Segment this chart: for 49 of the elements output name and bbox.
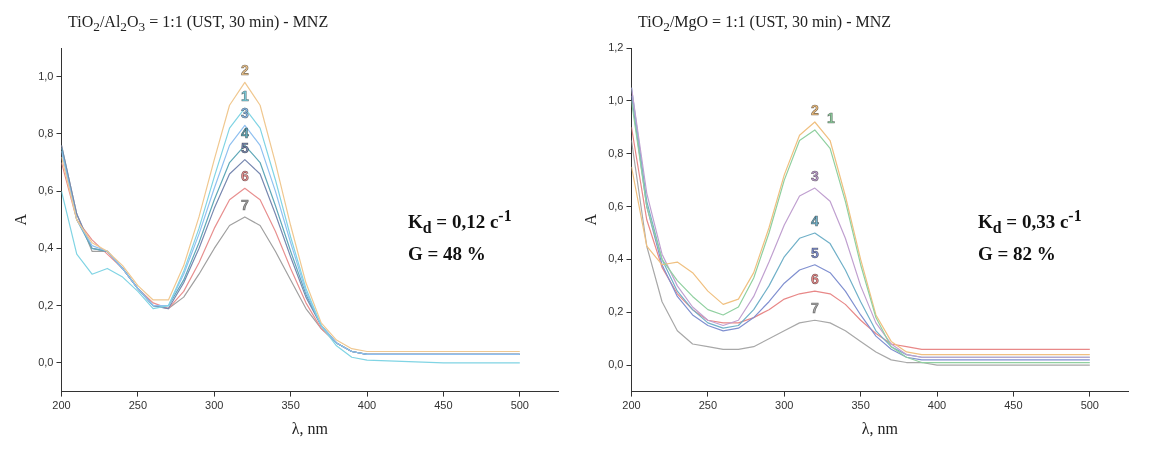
series-label: 7: [240, 196, 249, 213]
x-axis-title: λ, nm: [861, 419, 899, 437]
x-axis-title: λ, nm: [291, 419, 329, 437]
x-tick-label: 300: [205, 399, 224, 412]
y-tick-label: 0,0: [38, 356, 54, 368]
series-label: 5: [810, 244, 819, 261]
x-tick-label: 400: [927, 399, 947, 412]
series-label: 1: [826, 109, 835, 126]
x-tick-label: 400: [357, 399, 377, 412]
series-label: 2: [240, 62, 249, 79]
series-label: 2: [810, 101, 819, 118]
y-tick-label: 0,2: [608, 305, 624, 318]
y-axis-title: A: [11, 213, 29, 226]
chart-title: TiO$_{2}$/MgO = 1:1 (UST, 30 min) - MNZ: [637, 12, 893, 37]
annotation: K$_{d}$ = 0,12 c$^{-1}$: [408, 205, 512, 238]
series-label: 4: [810, 212, 819, 229]
x-tick-label: 500: [1080, 399, 1099, 412]
y-axis-title: A: [581, 213, 599, 226]
y-tick-label: 1,0: [38, 69, 54, 82]
y-tick-label: 0,8: [608, 146, 624, 159]
y-tick-label: 0,2: [38, 298, 54, 311]
series-label: 3: [810, 167, 819, 184]
x-tick-label: 250: [698, 399, 718, 412]
y-tick-label: 0,4: [38, 241, 54, 254]
chart-title: TiO$_{2}$/Al$_{2}$O$_{3}$ = 1:1 (UST, 30 min) - MNZ: [67, 12, 330, 37]
y-tick-label: 0,0: [608, 358, 624, 371]
y-tick-label: 0,6: [38, 184, 54, 197]
x-tick-label: 300: [775, 399, 794, 412]
y-tick-label: 1,0: [608, 93, 624, 106]
x-tick-label: 450: [1004, 399, 1023, 412]
x-tick-label: 350: [851, 399, 870, 412]
series-label: 6: [810, 271, 819, 288]
y-tick-label: 0,8: [38, 126, 54, 139]
annotation: G = 82 %: [978, 241, 1057, 266]
y-tick-label: 0,6: [608, 199, 624, 212]
x-tick-label: 250: [128, 399, 148, 412]
x-tick-label: 450: [434, 399, 453, 412]
series-label: 4: [240, 125, 249, 142]
y-tick-label: 0,4: [608, 252, 624, 265]
series-label: 6: [240, 168, 249, 185]
x-tick-label: 200: [52, 399, 71, 412]
annotation: K$_{d}$ = 0,33 c$^{-1}$: [978, 205, 1082, 238]
series-label: 1: [240, 87, 249, 104]
annotation: G = 48 %: [408, 241, 487, 266]
x-tick-label: 500: [510, 399, 529, 412]
y-tick-label: 1,2: [608, 41, 624, 54]
x-tick-label: 200: [622, 399, 641, 412]
x-tick-label: 350: [281, 399, 300, 412]
series-label: 7: [810, 300, 819, 317]
